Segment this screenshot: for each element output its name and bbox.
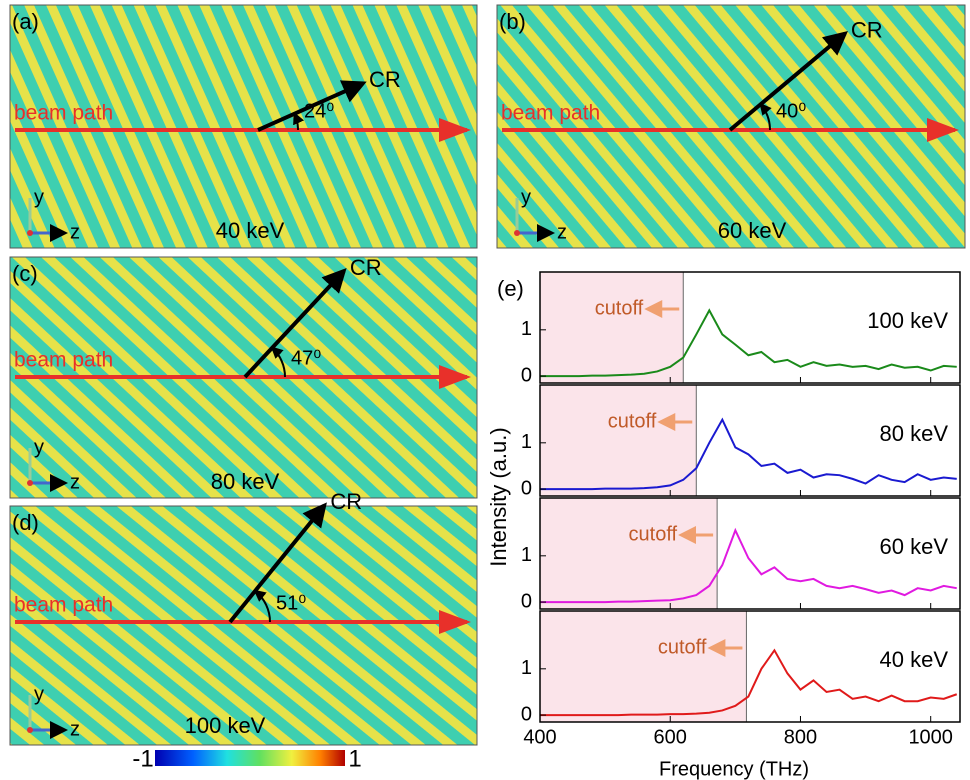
angle-arc xyxy=(253,589,271,623)
legend-entry: 60 keV xyxy=(880,534,949,559)
axis-z-label: z xyxy=(70,718,80,740)
angle-label: 24⁰ xyxy=(304,100,334,122)
x-tick-label: 600 xyxy=(654,726,687,748)
axis-origin xyxy=(27,727,33,733)
legend-entry: 40 keV xyxy=(880,647,949,672)
angle-label: 47⁰ xyxy=(291,347,321,369)
y-tick-label: 1 xyxy=(521,431,532,453)
axis-y-label: y xyxy=(521,186,531,208)
series-line xyxy=(540,527,957,604)
series-line xyxy=(540,648,958,717)
cutoff-label: cutoff xyxy=(658,636,707,658)
cutoff-label: cutoff xyxy=(608,410,657,432)
legend-entry: 100 keV xyxy=(867,308,948,333)
energy-label: 80 keV xyxy=(211,469,280,494)
colorbar xyxy=(155,750,345,766)
angle-arc xyxy=(759,102,772,131)
axis-y-label: y xyxy=(34,436,44,458)
colorbar-max: 1 xyxy=(348,745,361,772)
energy-label: 40 keV xyxy=(216,218,285,243)
y-tick-label: 0 xyxy=(521,477,532,499)
axis-y-label: y xyxy=(34,683,44,705)
cr-label: CR xyxy=(369,67,401,92)
y-tick-label: 1 xyxy=(521,544,532,566)
panel-label: (b) xyxy=(499,9,526,34)
axis-origin xyxy=(514,230,520,236)
panel-label: (d) xyxy=(12,510,39,535)
cr-arrow xyxy=(243,268,347,379)
panel-label: (c) xyxy=(12,261,38,286)
field-map xyxy=(9,505,478,746)
energy-label: 100 keV xyxy=(185,713,266,738)
x-tick-label: 1000 xyxy=(908,726,953,748)
cutoff-region xyxy=(540,498,718,609)
y-tick-label: 0 xyxy=(521,590,532,612)
axis-z-label: z xyxy=(70,221,80,243)
cutoff-region xyxy=(540,385,697,496)
cr-label: CR xyxy=(851,17,883,42)
x-axis-label: Frequency (THz) xyxy=(659,758,809,780)
series-line xyxy=(540,308,957,378)
series-line xyxy=(540,417,957,491)
cr-label: CR xyxy=(330,489,362,514)
plot-frame xyxy=(539,271,961,384)
cr-arrow xyxy=(228,502,327,624)
axis-z-label: z xyxy=(557,221,567,243)
field-map xyxy=(9,4,478,249)
cutoff-label: cutoff xyxy=(629,523,678,545)
plot-frame xyxy=(539,610,961,723)
x-tick-label: 400 xyxy=(523,726,556,748)
y-tick-label: 1 xyxy=(521,657,532,679)
axis-y-label: y xyxy=(34,186,44,208)
panel-label: (e) xyxy=(497,276,524,301)
beam-label: beam path xyxy=(14,594,113,617)
y-tick-label: 0 xyxy=(521,364,532,386)
panel-label: (a) xyxy=(12,9,39,34)
y-tick-label: 0 xyxy=(521,703,532,725)
field-map xyxy=(496,4,966,249)
axis-z-label: z xyxy=(70,471,80,493)
y-axis-label: Intensity (a.u.) xyxy=(486,427,511,566)
cr-arrow xyxy=(257,80,367,132)
cutoff-region xyxy=(540,611,747,722)
cr-label: CR xyxy=(350,255,382,280)
beam-label: beam path xyxy=(501,102,600,125)
y-tick-label: 1 xyxy=(521,318,532,340)
angle-arc xyxy=(293,111,305,131)
plot-frame xyxy=(539,497,961,610)
beam-label: beam path xyxy=(14,102,113,125)
axis-origin xyxy=(27,230,33,236)
cutoff-label: cutoff xyxy=(595,297,644,319)
colorbar-min: -1 xyxy=(132,745,153,772)
angle-label: 40⁰ xyxy=(776,100,806,122)
beam-label: beam path xyxy=(14,349,113,372)
cr-arrow xyxy=(728,31,848,132)
angle-arc xyxy=(270,346,286,378)
plot-frame xyxy=(539,384,961,497)
angle-label: 51⁰ xyxy=(276,592,306,614)
energy-label: 60 keV xyxy=(718,218,787,243)
x-tick-label: 800 xyxy=(784,726,817,748)
cutoff-region xyxy=(540,272,684,383)
legend-entry: 80 keV xyxy=(880,421,949,446)
axis-origin xyxy=(27,480,33,486)
